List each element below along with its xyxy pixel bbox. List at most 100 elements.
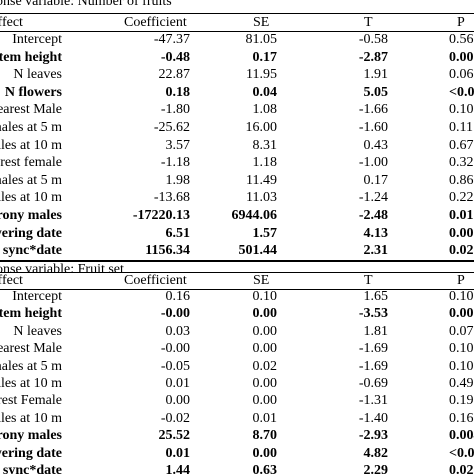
cell-p: 0.86 bbox=[449, 172, 474, 188]
table-row: Synchrony males -17220.13 6944.06 -2.48 0.01 bbox=[0, 207, 474, 224]
table-row: N males at 5 m -0.05 0.02 -1.69 0.10 bbox=[0, 358, 474, 375]
cell-effect: Nearest Female bbox=[0, 393, 62, 409]
cell-coefficient: -0.05 bbox=[160, 358, 190, 374]
header-coefficient: Coefficient bbox=[124, 273, 187, 288]
cell-effect: Flowering date bbox=[0, 225, 62, 241]
cell-se: 0.63 bbox=[252, 463, 278, 474]
cell-coefficient: 0.01 bbox=[165, 445, 191, 461]
cell-effect: Intercept bbox=[12, 32, 62, 47]
cell-effect: Synchrony males bbox=[0, 428, 62, 444]
cell-t: 0.43 bbox=[363, 137, 389, 153]
cell-p: 0.32 bbox=[449, 155, 474, 171]
cell-effect: Stem height bbox=[0, 306, 62, 322]
cell-coefficient: 0.16 bbox=[165, 289, 191, 304]
table-row: Flowering date 0.01 0.00 4.82 <0.001 bbox=[0, 445, 474, 462]
table-row: N males at 10 m 0.01 0.00 -0.69 0.49 bbox=[0, 375, 474, 392]
cell-p: 0.19 bbox=[449, 393, 474, 409]
table-row: Male sync*date 1.44 0.63 2.29 0.02 bbox=[0, 462, 474, 474]
cell-coefficient: -17220.13 bbox=[132, 208, 190, 223]
cell-p: 0.10 bbox=[449, 358, 474, 374]
cell-effect: Male sync*date bbox=[0, 463, 62, 474]
cell-t: 1.65 bbox=[363, 289, 389, 304]
cell-se: 16.00 bbox=[245, 120, 278, 135]
cell-p: 0.49 bbox=[449, 376, 474, 391]
table-row: Nearest Male -1.80 1.08 -1.66 0.10 bbox=[0, 101, 474, 118]
cell-t: 4.13 bbox=[363, 225, 389, 241]
cell-se: 11.95 bbox=[246, 67, 277, 83]
header-effect: Effect bbox=[0, 15, 23, 30]
cell-coefficient: -0.00 bbox=[160, 341, 190, 357]
cell-se: 0.00 bbox=[252, 445, 278, 461]
cell-se: 1.57 bbox=[252, 225, 278, 241]
cell-t: -3.53 bbox=[358, 306, 388, 322]
table-header-row: Effect Coefficient SE T P bbox=[0, 272, 474, 289]
cell-effect: Synchrony males bbox=[0, 208, 62, 223]
table-row: N males at 10 m 3.57 8.31 0.43 0.67 bbox=[0, 137, 474, 154]
cell-se: 0.01 bbox=[252, 410, 278, 426]
cell-p: 0.16 bbox=[449, 410, 474, 426]
cell-effect: N males at 10 m bbox=[0, 376, 62, 391]
cell-effect: Nearest female bbox=[0, 155, 62, 171]
cell-se: 0.04 bbox=[252, 84, 278, 100]
header-p: P bbox=[457, 273, 465, 288]
cell-p: 0.07 bbox=[449, 323, 474, 339]
cell-p: <0.001 bbox=[449, 445, 474, 461]
table-rule bbox=[0, 260, 474, 262]
cell-t: -1.00 bbox=[358, 155, 388, 171]
header-coefficient: Coefficient bbox=[124, 15, 187, 30]
cell-p: 0.004 bbox=[449, 428, 474, 444]
header-effect: Effect bbox=[0, 273, 23, 288]
cell-se: 8.70 bbox=[252, 428, 278, 444]
table-rule bbox=[0, 31, 474, 32]
cell-t: -0.69 bbox=[358, 376, 388, 391]
cell-effect: N females at 10 m bbox=[0, 190, 62, 206]
table-row: N females at 10 m -13.68 11.03 -1.24 0.22 bbox=[0, 189, 474, 206]
cell-effect: Male sync*date bbox=[0, 243, 62, 259]
cell-t: -2.87 bbox=[358, 49, 388, 65]
cell-t: 4.82 bbox=[363, 445, 389, 461]
table-row: N males at 5 m -25.62 16.00 -1.60 0.11 bbox=[0, 119, 474, 136]
cell-t: -1.69 bbox=[358, 341, 388, 357]
cell-t: -1.31 bbox=[358, 393, 388, 409]
cell-effect: N leaves bbox=[13, 323, 62, 339]
cell-p: 0.10 bbox=[449, 102, 474, 118]
cell-p: 0.02 bbox=[449, 243, 474, 259]
cell-coefficient: 0.01 bbox=[165, 376, 191, 391]
cell-se: 8.31 bbox=[252, 137, 278, 153]
cell-t: -1.60 bbox=[358, 120, 388, 135]
cell-se: 501.44 bbox=[238, 243, 278, 259]
table-rule bbox=[0, 289, 474, 290]
cell-coefficient: 3.57 bbox=[165, 137, 191, 153]
cell-p: 0.22 bbox=[449, 190, 474, 206]
cell-p: 0.10 bbox=[449, 341, 474, 357]
cell-p: 0.06 bbox=[449, 67, 474, 83]
cell-effect: N females at 5 m bbox=[0, 172, 62, 188]
cell-coefficient: -13.68 bbox=[153, 190, 190, 206]
table-row: N flowers 0.18 0.04 5.05 <0.001 bbox=[0, 84, 474, 101]
header-se: SE bbox=[253, 15, 270, 30]
cell-se: 0.02 bbox=[252, 358, 278, 374]
cell-coefficient: -25.62 bbox=[153, 120, 190, 135]
cell-se: 0.10 bbox=[252, 289, 278, 304]
table-row: Nearest Male -0.00 0.00 -1.69 0.10 bbox=[0, 340, 474, 357]
cell-t: 2.29 bbox=[363, 463, 389, 474]
cell-se: 11.49 bbox=[246, 172, 277, 188]
cell-coefficient: -0.02 bbox=[160, 410, 190, 426]
cell-coefficient: 1.44 bbox=[165, 463, 191, 474]
table-row: N leaves 22.87 11.95 1.91 0.06 bbox=[0, 66, 474, 83]
cell-t: 5.05 bbox=[363, 84, 389, 100]
cell-se: 0.00 bbox=[252, 393, 278, 409]
header-p: P bbox=[457, 15, 465, 30]
cell-se: 11.03 bbox=[246, 190, 277, 206]
cell-p: 0.02 bbox=[449, 463, 474, 474]
table-row: Synchrony males 25.52 8.70 -2.93 0.004 bbox=[0, 427, 474, 444]
table-rule bbox=[0, 13, 474, 14]
cell-se: 0.17 bbox=[252, 49, 278, 65]
cell-se: 0.00 bbox=[252, 341, 278, 357]
cell-t: -2.93 bbox=[358, 428, 388, 444]
cell-t: -1.40 bbox=[358, 410, 388, 426]
cell-p: 0.11 bbox=[449, 120, 473, 135]
cell-p: <0.001 bbox=[449, 84, 474, 100]
response-label: Response variable: Fruit set bbox=[0, 262, 124, 277]
